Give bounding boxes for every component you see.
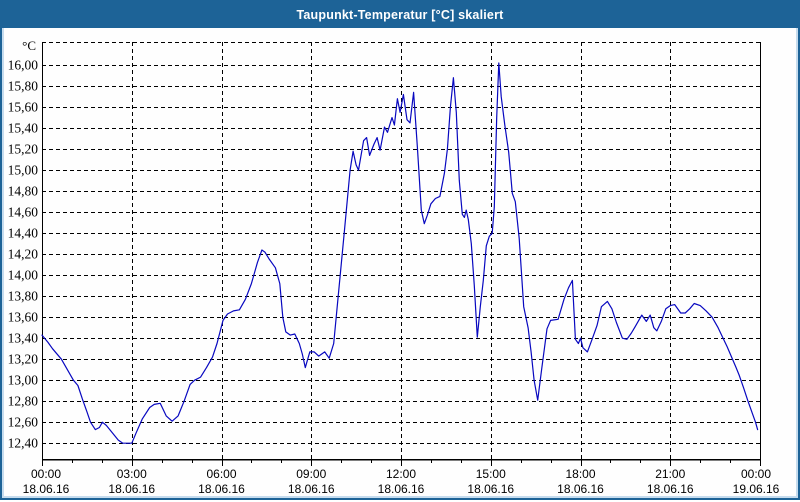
window-title: Taupunkt-Temperatur [°C] skaliert <box>296 8 504 22</box>
x-tick-date-label: 18.06.16 <box>108 482 155 496</box>
y-tick-label: 12,80 <box>8 394 39 409</box>
x-tick-time-label: 15:00 <box>476 467 506 481</box>
y-tick-label: 13,00 <box>8 373 39 388</box>
y-tick-label: 13,80 <box>8 289 39 304</box>
y-tick-label: 12,40 <box>8 436 39 451</box>
y-tick-label: 14,80 <box>8 184 39 199</box>
y-axis-unit-label: °C <box>22 38 36 53</box>
x-tick-date-label: 19.06.16 <box>733 482 780 496</box>
x-tick-time-label: 18:00 <box>565 467 595 481</box>
y-tick-label: 13,60 <box>8 310 39 325</box>
y-tick-label: 14,60 <box>8 205 39 220</box>
x-tick-date-label: 18.06.16 <box>23 482 70 496</box>
x-tick-time-label: 21:00 <box>655 467 685 481</box>
x-tick-time-label: 06:00 <box>206 467 236 481</box>
y-tick-label: 15,60 <box>8 100 39 115</box>
y-tick-label: 15,80 <box>8 79 39 94</box>
x-tick-date-label: 18.06.16 <box>647 482 694 496</box>
y-tick-label: 14,00 <box>8 268 39 283</box>
x-tick-date-label: 18.06.16 <box>288 482 335 496</box>
x-tick-time-label: 12:00 <box>386 467 416 481</box>
series-line <box>41 62 759 444</box>
y-tick-label: 15,20 <box>8 142 39 157</box>
x-tick-time-label: 00:00 <box>31 467 61 481</box>
x-tick-time-label: 09:00 <box>296 467 326 481</box>
x-tick-date-label: 18.06.16 <box>467 482 514 496</box>
y-tick-label: 13,40 <box>8 331 39 346</box>
y-tick-label: 14,40 <box>8 226 39 241</box>
y-tick-label: 15,00 <box>8 163 39 178</box>
y-tick-label: 13,20 <box>8 352 39 367</box>
x-tick-date-label: 18.06.16 <box>378 482 425 496</box>
window-title-bar: Taupunkt-Temperatur [°C] skaliert <box>2 2 798 28</box>
y-tick-label: 15,40 <box>8 121 39 136</box>
x-tick-date-label: 18.06.16 <box>557 482 604 496</box>
x-tick-date-label: 18.06.16 <box>198 482 245 496</box>
x-tick-time-label: 00:00 <box>741 467 771 481</box>
y-tick-label: 16,00 <box>8 58 39 73</box>
y-tick-label: 14,20 <box>8 247 39 262</box>
x-tick-time-label: 03:00 <box>117 467 147 481</box>
y-tick-label: 12,60 <box>8 415 39 430</box>
